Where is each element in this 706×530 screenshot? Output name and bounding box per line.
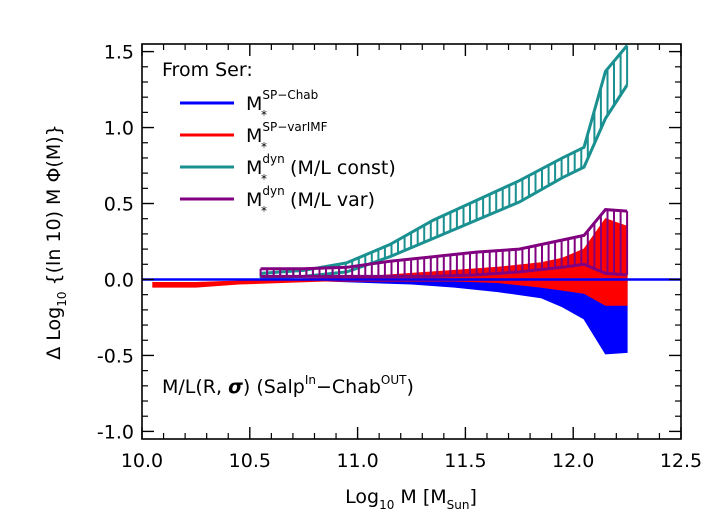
y-tick-label: 0.0 bbox=[104, 269, 134, 291]
y-tick-label: 1.5 bbox=[104, 42, 134, 64]
band-lower-edge-3 bbox=[260, 84, 629, 280]
x-tick-label: 11.0 bbox=[336, 450, 378, 472]
legend-label-dyn-const: Mdyn * (M/L const) bbox=[246, 152, 396, 186]
y-tick-label: 0.5 bbox=[104, 194, 134, 216]
x-tick-label: 12.5 bbox=[660, 450, 702, 472]
legend-entry-sp-chab: MSP−Chab * bbox=[180, 88, 318, 122]
legend-entry-dyn-const: Mdyn * (M/L const) bbox=[180, 152, 396, 186]
x-axis-title: Log10 M [MSun] bbox=[345, 486, 477, 512]
legend-title: From Ser: bbox=[162, 59, 253, 81]
tick-layer: 10.0 10.5 11.0 11.5 12.0 12.5 -1.0 -0.5 0.0 0.5 1.… bbox=[97, 42, 702, 472]
x-tick-label: 10.5 bbox=[229, 450, 271, 472]
plot-layer bbox=[142, 44, 681, 355]
y-tick-label: -0.5 bbox=[97, 345, 134, 367]
band-upper-edge-3 bbox=[260, 44, 629, 275]
band-lower-edge-4 bbox=[260, 262, 628, 278]
annotation-ml-relation: M/L(R, σ) (SalpIn−ChabOUT) bbox=[162, 373, 414, 398]
y-axis-title: Δ Log10 {(ln 10) M Φ(M)} bbox=[43, 124, 69, 360]
series-4 bbox=[259, 208, 629, 278]
y-tick-label: 1.0 bbox=[104, 118, 134, 140]
legend: From Ser: MSP−Chab * MSP−varIMF * Mdyn * (M… bbox=[162, 59, 396, 218]
y-tick-label: -1.0 bbox=[97, 421, 134, 443]
x-tick-label: 10.0 bbox=[121, 450, 163, 472]
legend-label-dyn-var: Mdyn * (M/L var) bbox=[246, 184, 375, 218]
legend-label-sp-chab: MSP−Chab * bbox=[246, 88, 318, 122]
x-tick-label: 12.0 bbox=[552, 450, 594, 472]
legend-label-sp-varimf: MSP−varIMF * bbox=[246, 120, 328, 154]
band-upper-edge-4 bbox=[260, 208, 628, 271]
x-tick-label: 11.5 bbox=[444, 450, 486, 472]
plot-frame bbox=[141, 43, 682, 440]
legend-entry-dyn-var: Mdyn * (M/L var) bbox=[180, 184, 375, 218]
legend-entry-sp-varimf: MSP−varIMF * bbox=[180, 120, 328, 154]
